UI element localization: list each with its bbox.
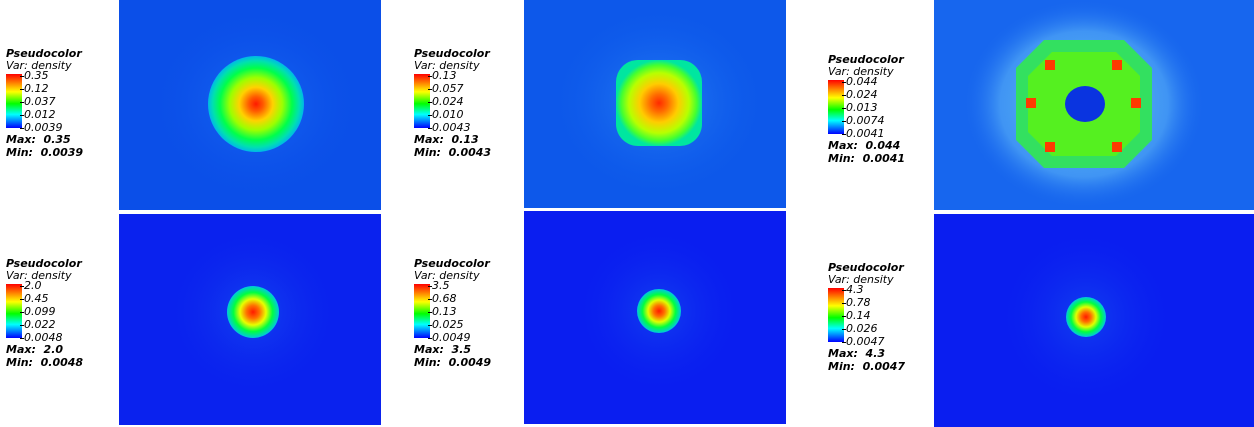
max-label: Max:	[6, 343, 36, 356]
min-readout: Min: 0.0048	[6, 357, 83, 369]
legend-variable: Var: density	[414, 59, 480, 72]
tick-label: 0.099	[20, 305, 56, 318]
min-readout: Min: 0.0039	[6, 147, 83, 159]
tick-label: 0.13	[428, 69, 457, 82]
tick-label: 0.35	[20, 69, 49, 82]
tick-label: 0.013	[842, 101, 878, 114]
tick-label: 0.025	[428, 318, 464, 331]
legend-title: Pseudocolor	[828, 261, 904, 274]
min-readout: Min: 0.0041	[828, 153, 905, 165]
tick-label: 0.026	[842, 322, 878, 335]
tick-label: 0.012	[20, 108, 56, 121]
min-label: Min:	[414, 146, 441, 159]
min-label: Min:	[6, 356, 33, 369]
max-readout: Max: 4.3	[828, 348, 885, 360]
tick-label: 0.022	[20, 318, 56, 331]
max-label: Max:	[414, 133, 444, 146]
legend-panel-1: Pseudocolor Var: density 0.35 0.12 0.037…	[6, 48, 116, 168]
legend-panel-6: Pseudocolor Var: density 4.3 0.78 0.14 0…	[828, 262, 933, 382]
density-plot-2	[524, 0, 786, 208]
tick-label: 0.0047	[842, 335, 885, 348]
tick-label: 0.024	[842, 88, 878, 101]
colorbar	[414, 74, 430, 128]
max-readout: Max: 0.35	[6, 134, 71, 146]
min-label: Min:	[6, 146, 33, 159]
max-readout: Max: 0.13	[414, 134, 479, 146]
min-readout: Min: 0.0049	[414, 357, 491, 369]
tick-label: 2.0	[20, 279, 42, 292]
legend-panel-3: Pseudocolor Var: density 0.044 0.024 0.0…	[828, 54, 933, 174]
min-value: 0.0041	[862, 152, 906, 165]
tick-label: 4.3	[842, 283, 864, 296]
tick-label: 0.68	[428, 292, 457, 305]
legend-panel-2: Pseudocolor Var: density 0.13 0.057 0.02…	[414, 48, 524, 168]
colorbar	[828, 288, 844, 342]
tick-label: 0.0048	[20, 331, 63, 344]
min-label: Min:	[828, 152, 855, 165]
tick-label: 0.0074	[842, 114, 885, 127]
min-value: 0.0048	[40, 356, 84, 369]
density-plot-3	[934, 0, 1254, 210]
max-value: 3.5	[451, 343, 472, 356]
colorbar	[414, 284, 430, 338]
max-value: 0.35	[43, 133, 71, 146]
min-value: 0.0039	[40, 146, 84, 159]
min-value: 0.0043	[448, 146, 492, 159]
min-readout: Min: 0.0047	[828, 361, 905, 373]
tick-label: 0.78	[842, 296, 871, 309]
legend-variable: Var: density	[6, 59, 72, 72]
legend-variable: Var: density	[414, 269, 480, 282]
legend-panel-4: Pseudocolor Var: density 2.0 0.45 0.099 …	[6, 258, 116, 378]
tick-label: 0.45	[20, 292, 49, 305]
density-plot-1	[119, 0, 381, 210]
density-plot-6	[934, 214, 1254, 427]
legend-variable: Var: density	[6, 269, 72, 282]
legend-panel-5: Pseudocolor Var: density 3.5 0.68 0.13 0…	[414, 258, 524, 378]
max-label: Max:	[828, 139, 858, 152]
max-label: Max:	[828, 347, 858, 360]
tick-label: 0.12	[20, 82, 49, 95]
density-plot-4	[119, 214, 381, 425]
max-value: 0.044	[865, 139, 901, 152]
legend-title: Pseudocolor	[414, 47, 490, 60]
tick-label: 0.044	[842, 75, 878, 88]
max-label: Max:	[414, 343, 444, 356]
legend-title: Pseudocolor	[414, 257, 490, 270]
tick-label: 0.0041	[842, 127, 885, 140]
tick-label: 0.057	[428, 82, 464, 95]
legend-title: Pseudocolor	[6, 257, 82, 270]
legend-variable: Var: density	[828, 273, 894, 286]
colorbar	[6, 284, 22, 338]
tick-label: 0.0049	[428, 331, 471, 344]
tick-label: 0.0043	[428, 121, 471, 134]
max-readout: Max: 3.5	[414, 344, 471, 356]
min-readout: Min: 0.0043	[414, 147, 491, 159]
max-label: Max:	[6, 133, 36, 146]
legend-title: Pseudocolor	[6, 47, 82, 60]
tick-label: 3.5	[428, 279, 450, 292]
max-readout: Max: 2.0	[6, 344, 63, 356]
tick-label: 0.037	[20, 95, 56, 108]
colorbar	[6, 74, 22, 128]
tick-label: 0.14	[842, 309, 871, 322]
min-value: 0.0049	[448, 356, 492, 369]
min-value: 0.0047	[862, 360, 906, 373]
density-plot-5	[524, 211, 786, 424]
tick-label: 0.024	[428, 95, 464, 108]
colorbar	[828, 80, 844, 134]
legend-variable: Var: density	[828, 65, 894, 78]
tick-label: 0.010	[428, 108, 464, 121]
min-label: Min:	[414, 356, 441, 369]
max-value: 2.0	[43, 343, 64, 356]
max-value: 0.13	[451, 133, 479, 146]
max-value: 4.3	[865, 347, 886, 360]
max-readout: Max: 0.044	[828, 140, 900, 152]
min-label: Min:	[828, 360, 855, 373]
tick-label: 0.13	[428, 305, 457, 318]
legend-title: Pseudocolor	[828, 53, 904, 66]
tick-label: 0.0039	[20, 121, 63, 134]
